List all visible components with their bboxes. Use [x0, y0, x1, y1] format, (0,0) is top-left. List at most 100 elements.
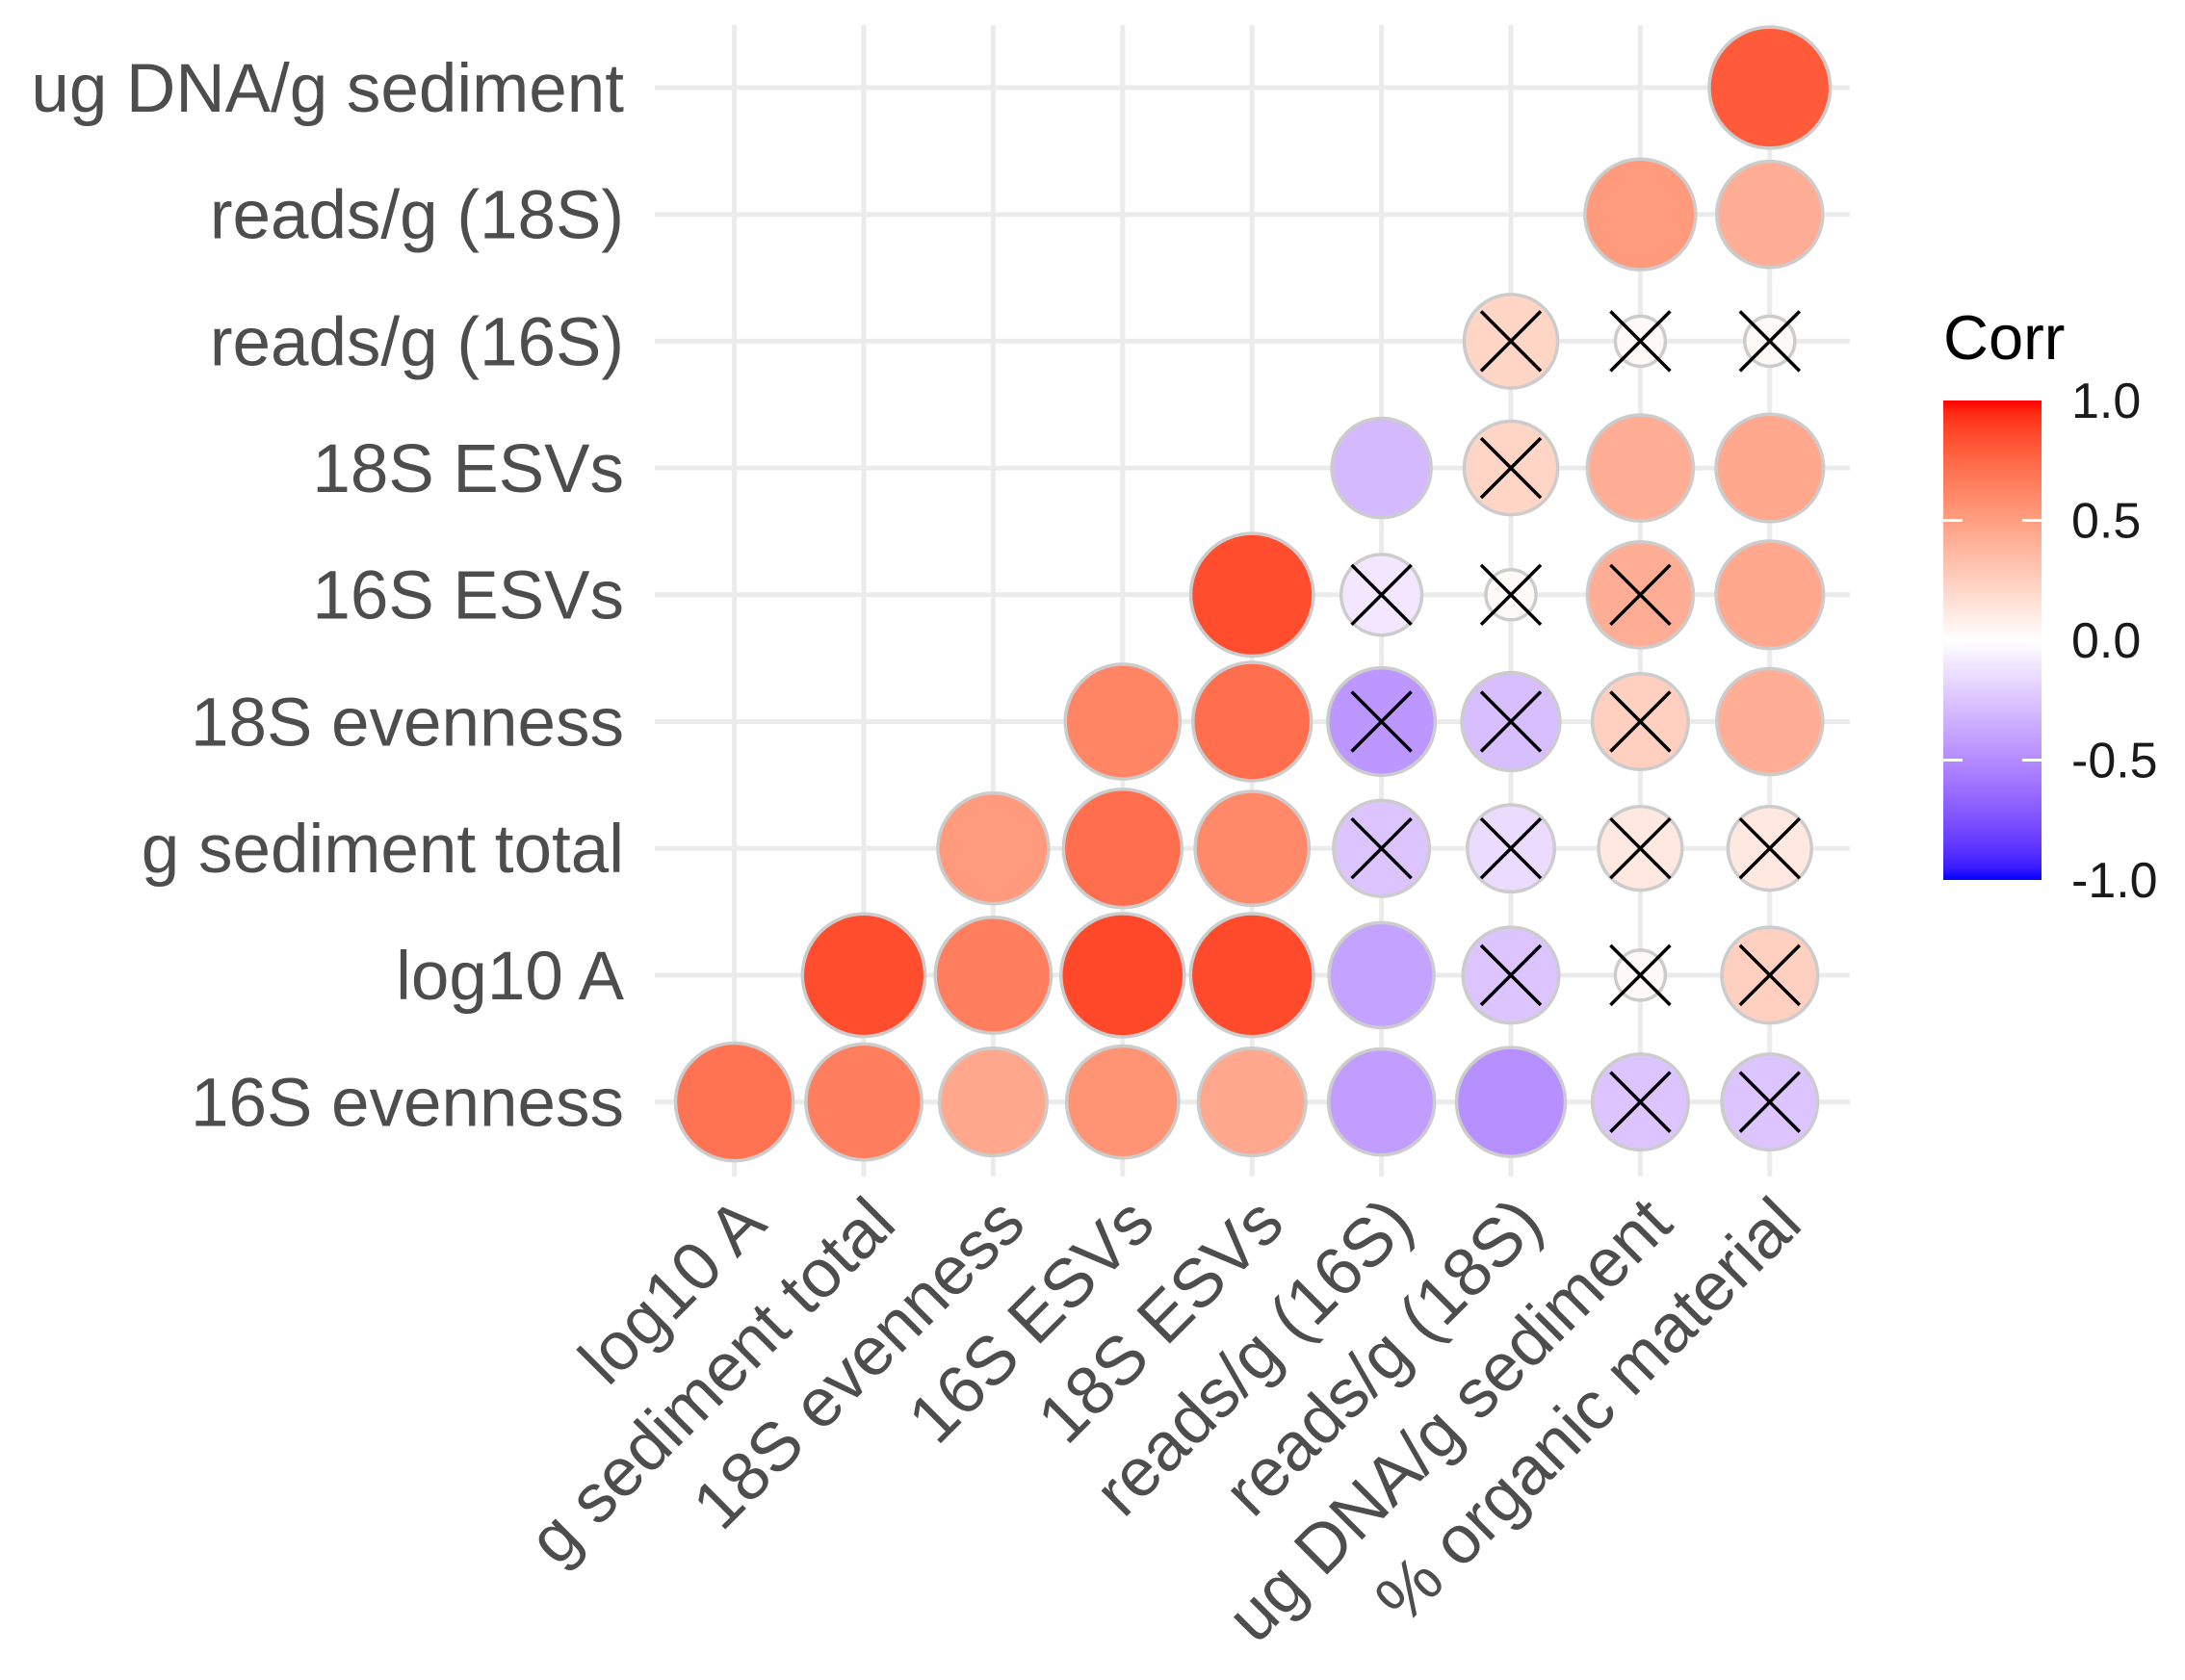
- corr-circle-18s-evenness-vs-organic-material: [1714, 666, 1825, 777]
- corr-circle-16s-evenness-vs-reads-g-18s: [1454, 1046, 1568, 1158]
- cross-stroke: [1609, 310, 1672, 373]
- legend: Corr 1.0 0.5 0.0 -0.5 -1.0: [1943, 302, 2158, 909]
- insignificant-cross-icon: [1479, 816, 1543, 880]
- cell-g-sediment-total-vs-organic-material: [1726, 805, 1813, 892]
- insignificant-cross-icon: [1479, 563, 1543, 627]
- cell-16s-evenness-vs-g-sediment-total: [804, 1042, 923, 1162]
- corr-circle-16s-esvs-vs-18s-esvs: [1188, 531, 1315, 659]
- corr-circle-log10-a-vs-18s-esvs: [1188, 912, 1315, 1039]
- cross-stroke: [1609, 1071, 1672, 1133]
- cell-16s-esvs-vs-reads-g-16s: [1339, 553, 1424, 637]
- y-tick-label-reads-g-18s: reads/g (18S): [210, 178, 624, 254]
- cell-16s-esvs-vs-organic-material: [1714, 539, 1826, 651]
- cell-18s-esvs-vs-reads-g-18s: [1462, 419, 1560, 517]
- corr-circle-reads-g-18s-vs-ug-dna-g-sediment: [1583, 157, 1698, 271]
- corr-circle-ug-dna-g-sediment-vs-organic-material: [1707, 25, 1833, 150]
- cell-16s-esvs-vs-ug-dna-g-sediment: [1585, 539, 1696, 650]
- cross-stroke: [1479, 943, 1543, 1007]
- insignificant-cross-icon: [1479, 436, 1543, 500]
- cell-16s-evenness-vs-ug-dna-g-sediment: [1590, 1052, 1690, 1152]
- corr-circle-18s-esvs-vs-reads-g-16s: [1330, 416, 1433, 520]
- insignificant-cross-icon: [1738, 1071, 1802, 1133]
- cross-stroke: [1350, 563, 1413, 627]
- insignificant-cross-icon: [1479, 310, 1543, 373]
- cross-stroke: [1479, 310, 1543, 373]
- y-tick-label-ug-dna-g-sediment: ug DNA/g sediment: [31, 51, 624, 127]
- cell-reads-g-18s-vs-organic-material: [1714, 159, 1825, 270]
- cross-stroke: [1609, 690, 1672, 753]
- y-tick-label-16s-evenness: 16S evenness: [191, 1065, 624, 1141]
- corr-circle-16s-esvs-vs-organic-material: [1714, 539, 1826, 651]
- insignificant-cross-icon: [1609, 310, 1672, 373]
- legend-tick-label: 0.5: [2071, 494, 2141, 550]
- corr-circle-16s-evenness-vs-18s-evenness: [937, 1047, 1049, 1158]
- cell-16s-evenness-vs-reads-g-16s: [1326, 1047, 1437, 1157]
- corr-circle-16s-evenness-vs-g-sediment-total: [804, 1042, 923, 1162]
- cross-stroke: [1350, 690, 1413, 753]
- cell-g-sediment-total-vs-18s-evenness: [936, 790, 1051, 906]
- cell-18s-evenness-vs-ug-dna-g-sediment: [1590, 671, 1690, 772]
- y-tick-label-log10-a: log10 A: [396, 939, 625, 1015]
- insignificant-cross-icon: [1609, 816, 1672, 880]
- corr-circle-log10-a-vs-18s-evenness: [933, 915, 1053, 1035]
- cell-18s-esvs-vs-ug-dna-g-sediment: [1585, 413, 1696, 523]
- y-tick-label-16s-esvs: 16S ESVs: [312, 558, 624, 634]
- cell-18s-evenness-vs-18s-esvs: [1190, 660, 1314, 783]
- cell-reads-g-16s-vs-ug-dna-g-sediment: [1609, 310, 1672, 373]
- cross-stroke: [1738, 816, 1802, 880]
- cell-g-sediment-total-vs-16s-esvs: [1061, 787, 1184, 910]
- cell-g-sediment-total-vs-ug-dna-g-sediment: [1597, 805, 1684, 892]
- corr-circle-reads-g-18s-vs-organic-material: [1714, 159, 1825, 270]
- cell-18s-evenness-vs-reads-g-18s: [1460, 670, 1562, 773]
- cell-18s-evenness-vs-reads-g-16s: [1326, 665, 1438, 778]
- y-tick-label-18s-evenness: 18S evenness: [191, 685, 624, 761]
- y-tick-label-reads-g-16s: reads/g (16S): [210, 304, 624, 380]
- insignificant-cross-icon: [1350, 563, 1413, 627]
- insignificant-cross-icon: [1609, 563, 1672, 627]
- cross-stroke: [1609, 943, 1672, 1007]
- corr-circle-18s-evenness-vs-16s-esvs: [1063, 662, 1183, 781]
- corr-circle-18s-evenness-vs-18s-esvs: [1190, 660, 1314, 783]
- cell-g-sediment-total-vs-18s-esvs: [1193, 789, 1312, 908]
- cell-16s-evenness-vs-organic-material: [1720, 1052, 1820, 1152]
- cell-18s-evenness-vs-16s-esvs: [1063, 662, 1183, 781]
- insignificant-cross-icon: [1609, 1071, 1672, 1133]
- cell-reads-g-18s-vs-ug-dna-g-sediment: [1583, 157, 1698, 271]
- cross-stroke: [1609, 563, 1672, 627]
- corr-circle-18s-esvs-vs-organic-material: [1714, 412, 1826, 524]
- legend-ticks: 1.0 0.5 0.0 -0.5 -1.0: [1943, 374, 2158, 909]
- cell-18s-esvs-vs-reads-g-16s: [1330, 416, 1433, 520]
- y-axis-tick-labels: 16S evenness log10 A g sediment total 18S e…: [31, 51, 624, 1142]
- cell-16s-evenness-vs-log10-a: [673, 1041, 795, 1163]
- cell-g-sediment-total-vs-reads-g-16s: [1332, 798, 1432, 898]
- y-tick-label-18s-esvs: 18S ESVs: [312, 431, 624, 507]
- cell-16s-evenness-vs-16s-esvs: [1064, 1044, 1181, 1160]
- corr-circle-log10-a-vs-g-sediment-total: [800, 912, 927, 1039]
- insignificant-cross-icon: [1738, 310, 1802, 373]
- legend-tick-label: 0.0: [2071, 613, 2141, 669]
- corr-circle-16s-evenness-vs-18s-esvs: [1196, 1047, 1308, 1158]
- correlation-cells: [673, 25, 1833, 1163]
- cell-log10-a-vs-g-sediment-total: [800, 912, 927, 1039]
- cell-log10-a-vs-organic-material: [1720, 925, 1820, 1025]
- corr-circle-g-sediment-total-vs-18s-evenness: [936, 790, 1051, 906]
- insignificant-cross-icon: [1479, 690, 1543, 753]
- cross-stroke: [1479, 436, 1543, 500]
- cell-16s-esvs-vs-reads-g-18s: [1479, 563, 1543, 627]
- cross-stroke: [1479, 816, 1543, 880]
- cell-log10-a-vs-ug-dna-g-sediment: [1609, 943, 1672, 1007]
- cell-reads-g-16s-vs-organic-material: [1738, 310, 1802, 373]
- cell-16s-esvs-vs-18s-esvs: [1188, 531, 1315, 659]
- legend-tick-label: -0.5: [2071, 734, 2158, 789]
- corr-circle-log10-a-vs-16s-esvs: [1059, 912, 1186, 1039]
- cross-stroke: [1609, 816, 1672, 880]
- insignificant-cross-icon: [1479, 943, 1543, 1007]
- insignificant-cross-icon: [1738, 816, 1802, 880]
- cell-log10-a-vs-18s-evenness: [933, 915, 1053, 1035]
- cell-16s-evenness-vs-reads-g-18s: [1454, 1046, 1568, 1158]
- corr-circle-16s-evenness-vs-16s-esvs: [1064, 1044, 1181, 1160]
- cell-log10-a-vs-reads-g-16s: [1327, 920, 1436, 1030]
- corr-circle-16s-evenness-vs-log10-a: [673, 1041, 795, 1163]
- cross-stroke: [1350, 816, 1413, 880]
